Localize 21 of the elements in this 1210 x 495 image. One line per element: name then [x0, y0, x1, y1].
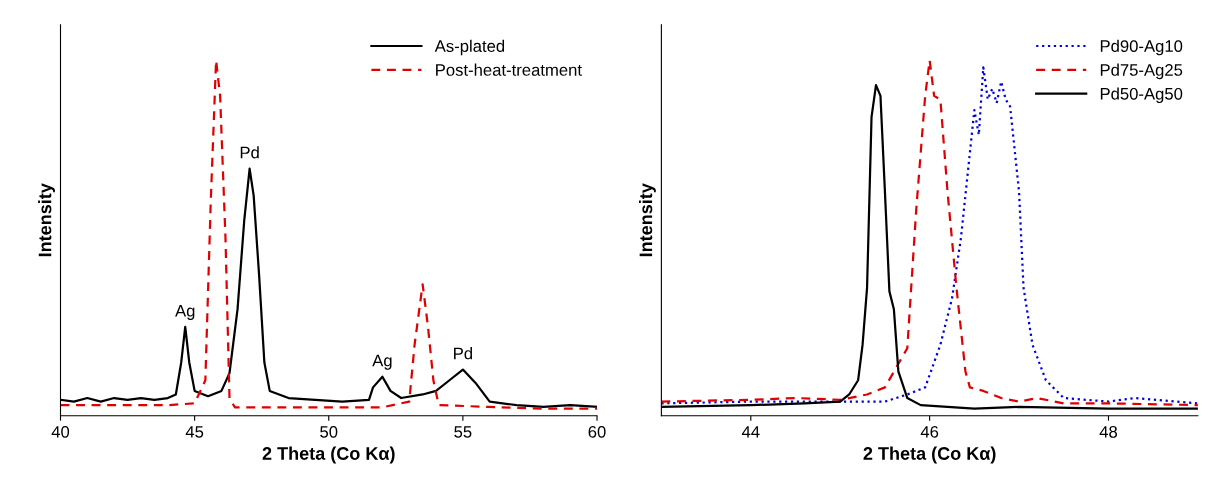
annotation: Ag: [175, 305, 195, 320]
annotation: Pd: [454, 347, 472, 360]
y-axis-title: Intensity: [38, 183, 55, 257]
x-tick-label: 45: [185, 426, 204, 438]
x-axis-title: 2 Theta (Co Kα): [863, 446, 996, 464]
x-tick-label: 40: [51, 425, 70, 438]
legend-label: Pd75-Ag25: [1100, 63, 1183, 80]
x-tick-label: 46: [920, 425, 939, 438]
legend-label: Pd50-Ag50: [1100, 87, 1183, 104]
y-axis-title: Intensity: [639, 183, 656, 257]
x-tick-label: 55: [454, 426, 472, 438]
legend-label: As-plated: [434, 39, 505, 56]
legend-label: Post-heat-treatment: [436, 63, 582, 76]
x-axis-title: 2 Theta (Co Kα): [262, 446, 395, 464]
annotation: Pd: [240, 146, 259, 159]
annotation: Ag: [372, 354, 392, 370]
x-tick-label: 60: [588, 425, 606, 438]
x-tick-label: 48: [1099, 425, 1118, 438]
legend-label: Pd90-Ag10: [1100, 39, 1183, 56]
x-tick-label: 50: [320, 425, 338, 438]
x-tick-label: 44: [741, 426, 760, 438]
